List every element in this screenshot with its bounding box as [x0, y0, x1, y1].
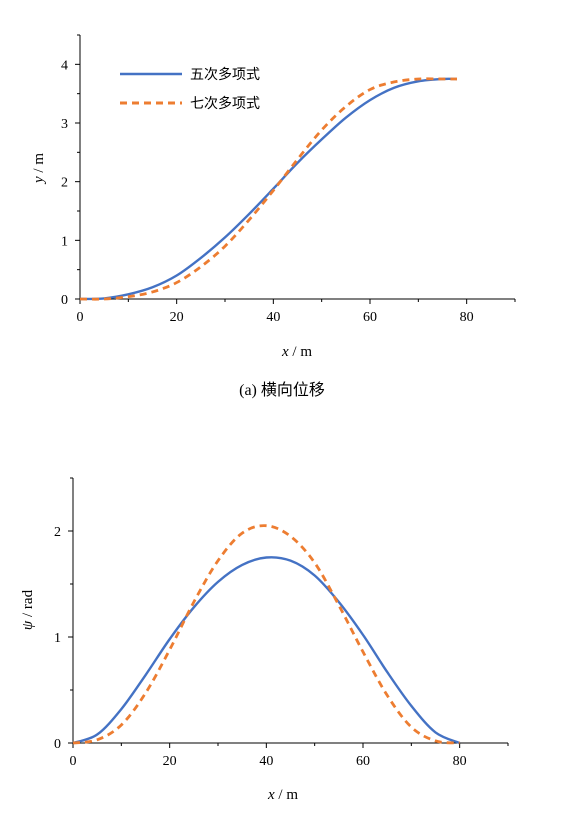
- y-tick-label: 4: [61, 58, 68, 73]
- y-tick-label: 2: [61, 176, 68, 191]
- x-axis-label: x / m: [281, 344, 312, 360]
- legend-label-quintic: 五次多项式: [190, 66, 260, 83]
- x-tick-label: 60: [356, 754, 370, 769]
- series-line-septic: [72, 524, 460, 745]
- x-tick-label: 40: [266, 310, 280, 325]
- x-tick-label: 0: [77, 310, 84, 325]
- y-tick-label: 0: [61, 293, 68, 308]
- y-tick-label: 1: [61, 234, 68, 249]
- series-line-quintic: [79, 77, 458, 301]
- x-tick-label: 80: [453, 754, 467, 769]
- chart-lateral-displacement: 0 20 40 60 80 0 1 2 3 4 五次多项式 七次多项式 x / m y / m (…: [31, 34, 516, 399]
- legend: 五次多项式 七次多项式: [120, 66, 260, 112]
- x-tick-label: 60: [363, 310, 377, 325]
- chart-yaw-angle: 0 20 40 60 80 0 1 2 x / m ψ / rad: [20, 477, 509, 803]
- x-tick-label: 20: [170, 310, 184, 325]
- chart-caption: (a) 横向位移: [239, 381, 325, 399]
- legend-label-septic: 七次多项式: [190, 95, 260, 112]
- y-tick-label: 2: [54, 525, 61, 540]
- x-axis-label: x / m: [267, 787, 298, 803]
- y-tick-label: 0: [54, 737, 61, 752]
- x-tick-label: 40: [259, 754, 273, 769]
- y-axis-label: ψ / rad: [20, 589, 36, 630]
- series-line-septic: [79, 77, 457, 301]
- y-tick-label: 1: [54, 631, 61, 646]
- y-tick-label: 3: [61, 117, 68, 132]
- x-tick-label: 0: [70, 754, 77, 769]
- x-tick-label: 80: [460, 310, 474, 325]
- series-line-quintic: [72, 556, 461, 745]
- x-tick-label: 20: [163, 754, 177, 769]
- y-axis-label: y / m: [31, 153, 47, 185]
